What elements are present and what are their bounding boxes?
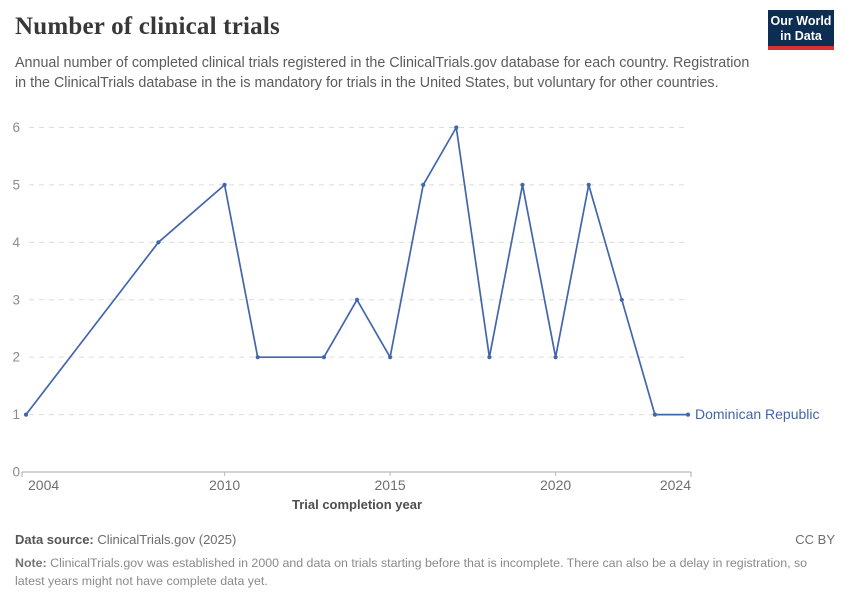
owid-logo-line2: in Data <box>780 29 822 44</box>
data-point-marker[interactable] <box>487 355 492 360</box>
note-label: Note: <box>15 556 47 570</box>
data-point-marker[interactable] <box>156 240 161 245</box>
data-point-marker[interactable] <box>23 412 29 417</box>
y-tick-label: 3 <box>12 292 20 307</box>
x-axis-title: Trial completion year <box>292 497 422 512</box>
data-point-marker[interactable] <box>388 355 393 360</box>
data-point-marker[interactable] <box>685 412 691 417</box>
data-point-marker[interactable] <box>619 297 624 302</box>
data-point-marker[interactable] <box>321 355 326 360</box>
footer-note: Note: ClinicalTrials.gov was established… <box>15 555 837 591</box>
data-point-marker[interactable] <box>222 182 227 187</box>
footer-source-row: Data source: ClinicalTrials.gov (2025) C… <box>15 532 835 547</box>
data-point-marker[interactable] <box>586 182 591 187</box>
y-tick-label: 0 <box>12 465 20 480</box>
data-source: Data source: ClinicalTrials.gov (2025) <box>15 532 236 547</box>
data-point-marker[interactable] <box>652 412 658 417</box>
data-source-label: Data source: <box>15 532 94 547</box>
data-point-marker[interactable] <box>255 355 260 360</box>
x-tick-label: 2004 <box>28 477 59 493</box>
data-point-marker[interactable] <box>553 355 558 360</box>
data-source-link[interactable]: ClinicalTrials.gov (2025) <box>93 532 237 547</box>
x-tick-label: 2020 <box>540 477 571 493</box>
y-tick-label: 4 <box>12 235 20 250</box>
x-tick-label: 2010 <box>209 477 240 493</box>
y-tick-label: 1 <box>12 407 20 422</box>
y-tick-label: 2 <box>12 350 20 365</box>
owid-logo[interactable]: Our World in Data <box>768 10 834 50</box>
license-link[interactable]: CC BY <box>795 532 835 547</box>
data-point-marker[interactable] <box>454 125 459 130</box>
line-chart[interactable]: 0 1 2 3 4 5 6 2004 2010 2015 2020 2024 Trial complet… <box>0 118 850 518</box>
owid-logo-line1: Our World <box>770 14 832 28</box>
x-tick-label: 2024 <box>660 477 691 493</box>
series-label[interactable]: Dominican Republic <box>695 406 820 422</box>
chart-subtitle: Annual number of completed clinical tria… <box>15 55 750 92</box>
y-tick-label: 5 <box>12 177 20 192</box>
chart-title: Number of clinical trials <box>15 13 280 40</box>
y-tick-label: 6 <box>12 120 20 135</box>
x-tick-label: 2015 <box>375 477 406 493</box>
series-line[interactable] <box>25 126 689 416</box>
note-text: ClinicalTrials.gov was established in 20… <box>15 556 808 588</box>
data-point-marker[interactable] <box>421 182 426 187</box>
data-point-marker[interactable] <box>520 182 525 187</box>
data-point-marker[interactable] <box>354 297 360 302</box>
